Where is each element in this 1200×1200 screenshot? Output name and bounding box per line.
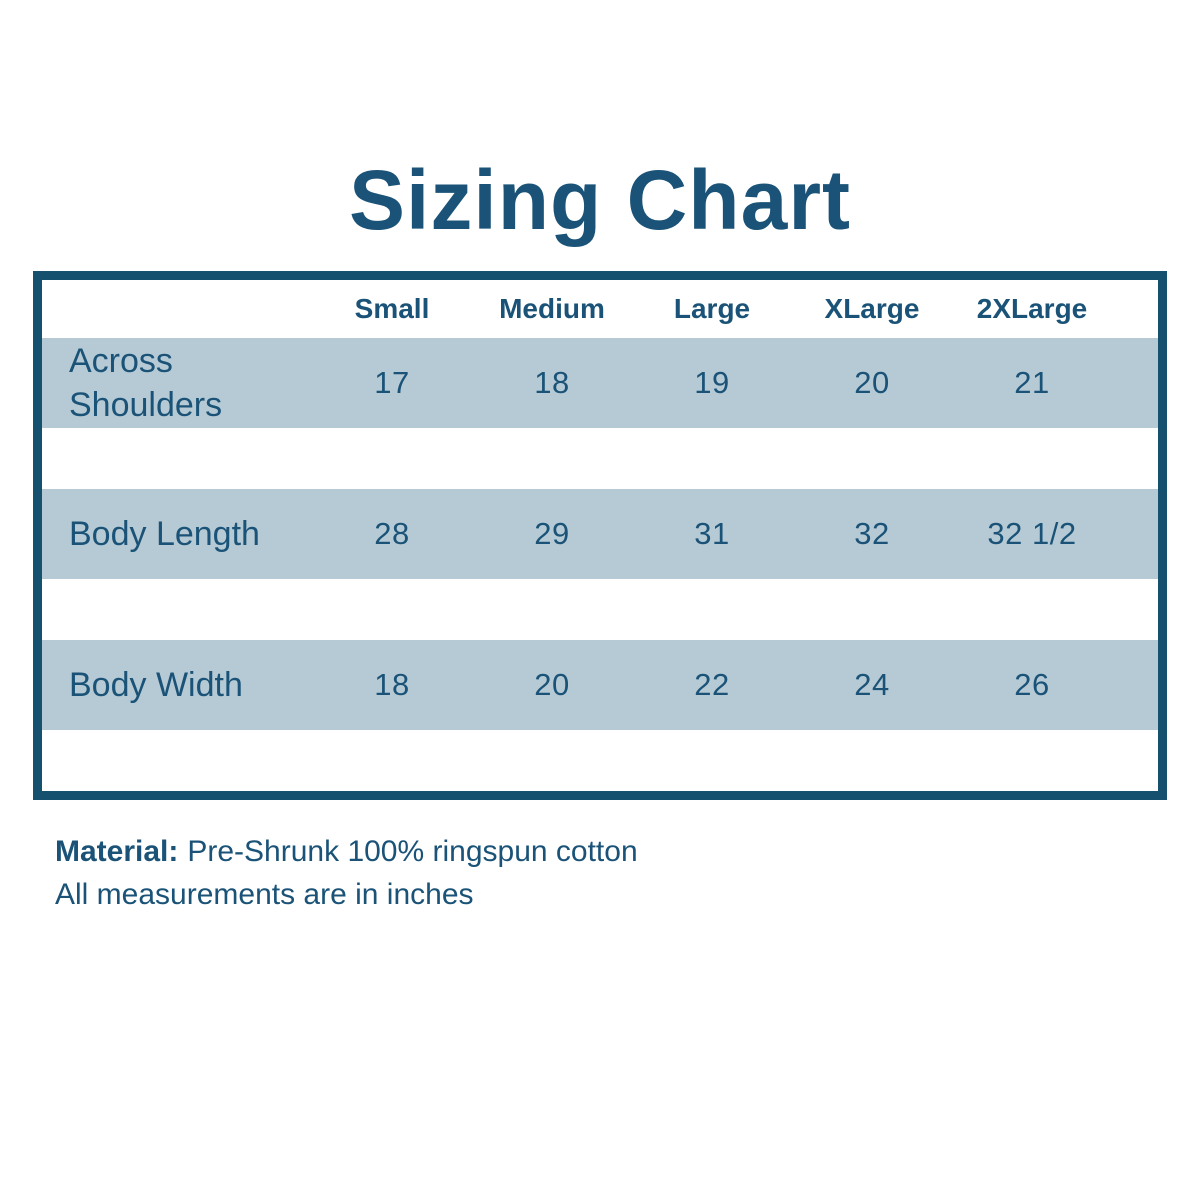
value-cell: 31 (694, 515, 730, 551)
spacer-row (42, 578, 1158, 640)
table-row-across-shoulders: Across Shoulders 17 18 19 20 21 (42, 337, 1158, 428)
column-header-large: Large (673, 292, 751, 324)
value-cell: 21 (1014, 364, 1050, 400)
value-cell: 29 (534, 515, 570, 551)
footer-notes: Material: Pre-Shrunk 100% ringspun cotton… (55, 830, 1200, 917)
spacer-row (42, 427, 1158, 489)
value-cell: 32 (854, 515, 890, 551)
column-header-small: Small (354, 292, 430, 324)
page-title: Sizing Chart (348, 153, 851, 247)
spacer-row (42, 729, 1158, 791)
corner-cell (42, 280, 312, 338)
sizing-table: Small Medium Large XLarge 2XLarge Across… (42, 279, 1158, 791)
sizing-table-frame: Small Medium Large XLarge 2XLarge Across… (33, 270, 1167, 800)
row-label-text: Across Shoulders (69, 341, 223, 424)
value-cell: 26 (1014, 666, 1050, 702)
measurements-note: All measurements are in inches (55, 878, 474, 912)
spacer-cell (1112, 338, 1158, 428)
spacer-cell (1112, 489, 1158, 579)
table-header-row: Small Medium Large XLarge 2XLarge (42, 279, 1158, 338)
value-cell: 18 (374, 666, 410, 702)
table-row-body-length: Body Length 28 29 31 32 32 1/2 (42, 488, 1158, 579)
material-label: Material: (55, 834, 179, 868)
value-cell: 28 (374, 515, 410, 551)
value-cell: 18 (534, 364, 570, 400)
table-row-body-width: Body Width 18 20 22 24 26 (42, 639, 1158, 730)
value-cell: 19 (694, 364, 730, 400)
row-label-text: Body Length (69, 514, 260, 553)
value-cell: 22 (694, 666, 730, 702)
spacer-cell (1112, 280, 1158, 338)
material-value: Pre-Shrunk 100% ringspun cotton (187, 834, 638, 868)
spacer-cell (1112, 640, 1158, 730)
column-header-xlarge: XLarge (824, 292, 920, 324)
column-header-medium: Medium (499, 292, 605, 324)
value-cell: 17 (374, 364, 410, 400)
material-line: Material: Pre-Shrunk 100% ringspun cotton (55, 830, 1200, 874)
row-label-text: Body Width (69, 665, 243, 704)
row-label-body-length: Body Length (42, 489, 312, 579)
value-cell: 20 (854, 364, 890, 400)
value-cell: 24 (854, 666, 890, 702)
row-label-body-width: Body Width (42, 640, 312, 730)
value-cell: 20 (534, 666, 570, 702)
value-cell: 32 1/2 (987, 515, 1077, 551)
row-label-across-shoulders: Across Shoulders (42, 338, 312, 428)
column-header-2xlarge: 2XLarge (976, 292, 1088, 324)
